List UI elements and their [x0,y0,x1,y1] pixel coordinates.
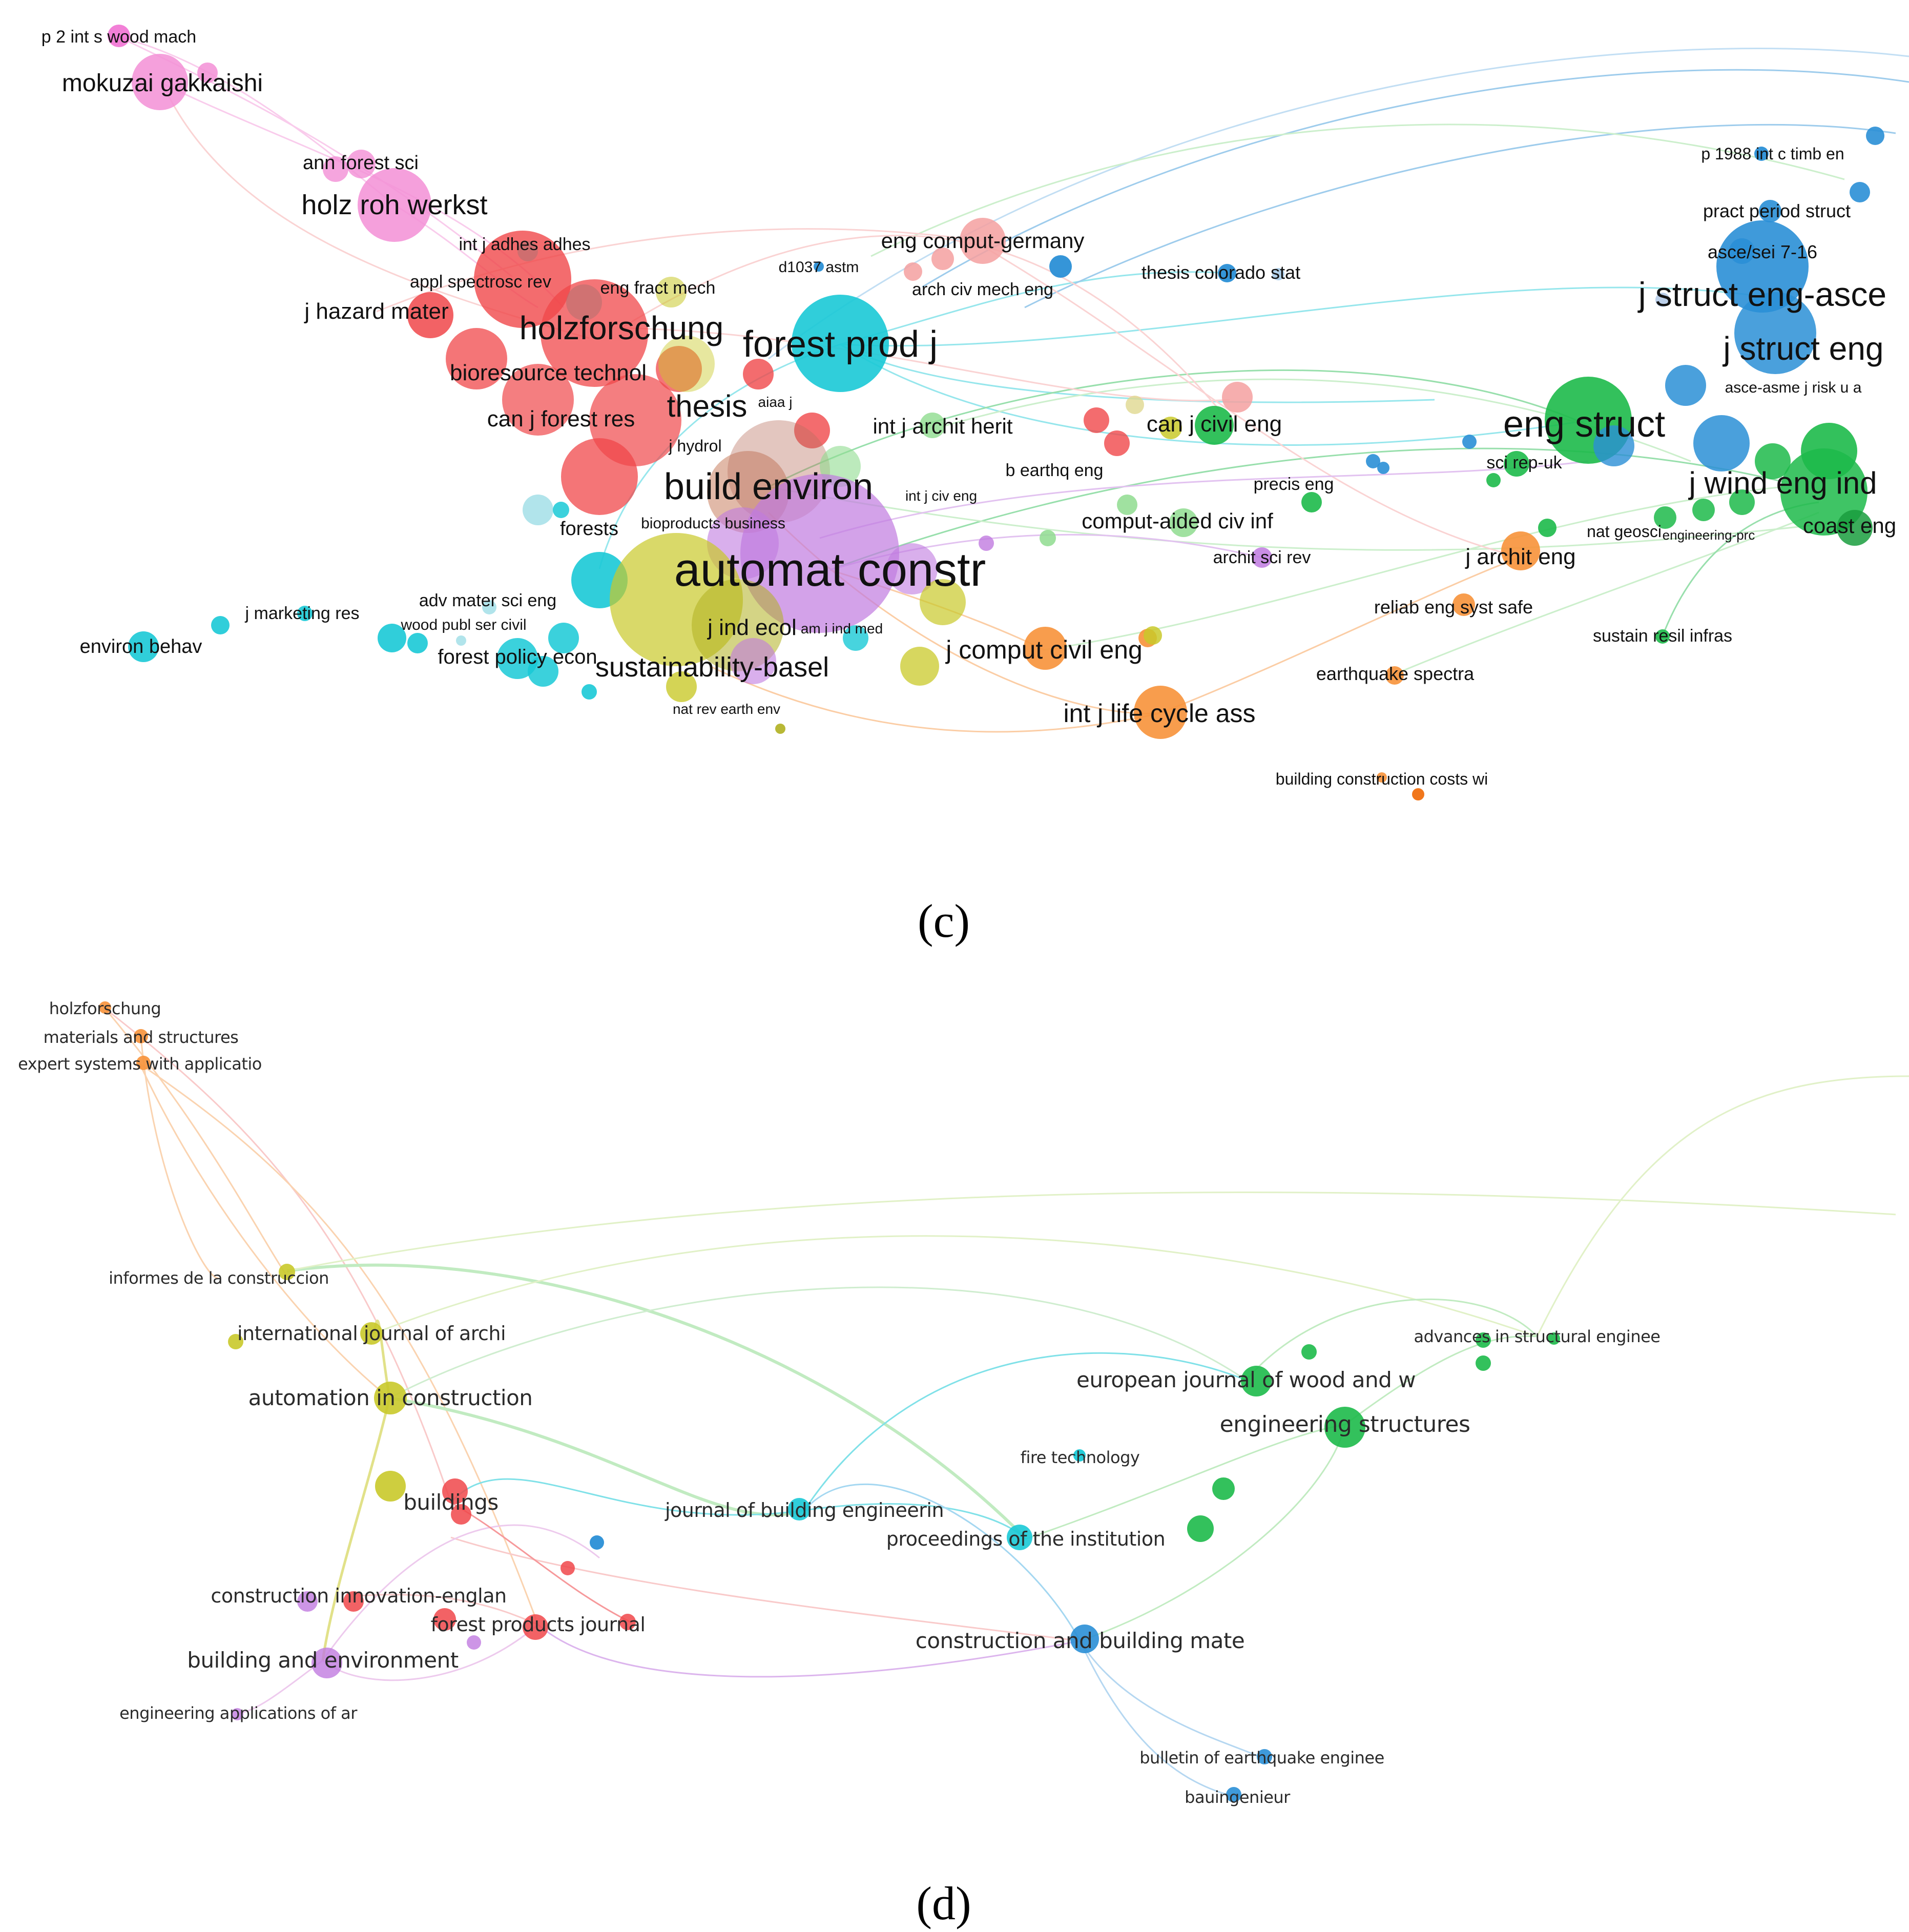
node-label: reliab eng syst safe [1374,597,1533,618]
node-label: appl spectrosc rev [410,272,551,292]
node-label: nat rev earth env [672,701,781,717]
node-label: j ind ecol [708,615,797,640]
node-label: ann forest sci [303,152,419,174]
node-label: can j forest res [487,406,635,431]
node-label: precis eng [1253,475,1334,494]
node-label: asce/sei 7-16 [1707,241,1818,262]
node-label: eng struct [1503,404,1666,445]
panel-c-nodes [108,25,1884,800]
node-label: journal of building engineerin [665,1499,944,1522]
panel-c-edges-and-nodes [108,25,1909,800]
node-label: sustainability-basel [595,652,829,683]
node-label: bioproducts business [641,515,785,532]
node-label: holzforschung [519,310,724,346]
node-label: automation in construction [248,1385,533,1410]
node-label: building construction costs wi [1275,770,1488,788]
node-label: asce-asme j risk u a [1725,379,1862,396]
node-label: sci rep-uk [1486,453,1562,472]
node-label: forests [559,518,619,540]
node-label: earthquake spectra [1316,663,1475,684]
panel-d-nodes [99,1001,1560,1802]
node-label: engineering applications of ar [119,1703,357,1723]
caption-d: (d) [916,1877,971,1929]
panel-d-network: holzforschung materials and structures exp… [0,974,1909,1835]
node-label: holzforschung [49,999,161,1018]
node-label: j comput civil eng [946,635,1143,664]
node-label: aiaa j [758,394,793,410]
node-label: can j civil eng [1146,412,1282,437]
node-label: am j ind med [800,621,883,636]
node-label: environ behav [79,636,202,657]
node-label: p 1988 int c timb en [1701,145,1844,163]
panel-d-edges [104,1008,1909,1798]
node-label: buildings [403,1490,499,1515]
node-label: fire technology [1020,1448,1140,1467]
node-label: forest prod j [742,324,938,365]
node-label: adv mater sci eng [419,591,557,610]
node-label: arch civ mech eng [912,280,1053,299]
node-label: archit sci rev [1213,548,1311,567]
node-label: construction and building mate [915,1628,1245,1653]
node-label: sustain resil infras [1592,626,1733,646]
node-label: j hazard mater [304,299,449,324]
caption-c: (c) [917,895,970,947]
node-label: proceedings of the institution [886,1528,1166,1550]
node-label: construction innovation-englan [211,1585,507,1607]
node-label: expert systems with applicatio [18,1054,262,1074]
node-label: j hydrol [669,437,722,455]
node-label: thesis colorado stat [1141,262,1301,283]
node-label: j wind eng ind [1689,466,1877,500]
node-label: materials and structures [43,1027,239,1047]
node-label: p 2 int s wood mach [41,27,197,47]
node-label: bauingenieur [1185,1787,1290,1807]
node-label: b earthq eng [1005,461,1104,480]
node-label: european journal of wood and w [1076,1367,1416,1392]
node-label: j struct eng [1723,330,1884,367]
node-label: international journal of archi [237,1322,506,1345]
node-label: pract period struct [1703,200,1851,221]
node-label: d1037 astm [778,259,859,276]
node-label: advances in structural enginee [1414,1327,1661,1346]
node-label: int j archit herit [873,414,1013,438]
node-label: mokuzai gakkaishi [61,70,263,97]
node-label: automat constr [674,544,986,596]
node-label: building and environment [187,1648,459,1673]
node-label: bulletin of earthquake enginee [1139,1748,1384,1767]
node-label: j archit eng [1465,544,1576,569]
node-label: int j life cycle ass [1063,699,1256,728]
node-label: nat geosci [1587,522,1662,541]
node-label: wood publ ser civil [401,616,527,633]
node-label: bioresource technol [449,360,647,385]
node-label: informes de la construccion [109,1268,329,1288]
node-label: eng comput-germany [881,229,1085,253]
node-label: int j adhes adhes [459,235,591,254]
node-label: engineering-prc [1662,527,1755,543]
node-label: eng fract mech [600,278,716,298]
node-label: coast eng [1802,513,1897,538]
node-label: j struct eng-asce [1638,275,1887,313]
node-label: thesis [667,389,748,423]
node-label: forest policy econ [438,646,597,668]
node-label: engineering structures [1219,1411,1470,1437]
panel-c-network: p 2 int s wood mach mokuzai gakkaishi ann … [0,0,1909,830]
node-label: int j civ eng [905,488,978,504]
node-label: comput-aided civ inf [1082,509,1273,533]
node-label: build environ [663,466,874,507]
node-label: j marketing res [245,604,360,623]
node-label: holz roh werkst [301,190,488,220]
node-label: forest products journal [430,1613,646,1636]
panel-d-edges-and-nodes [99,1001,1909,1802]
